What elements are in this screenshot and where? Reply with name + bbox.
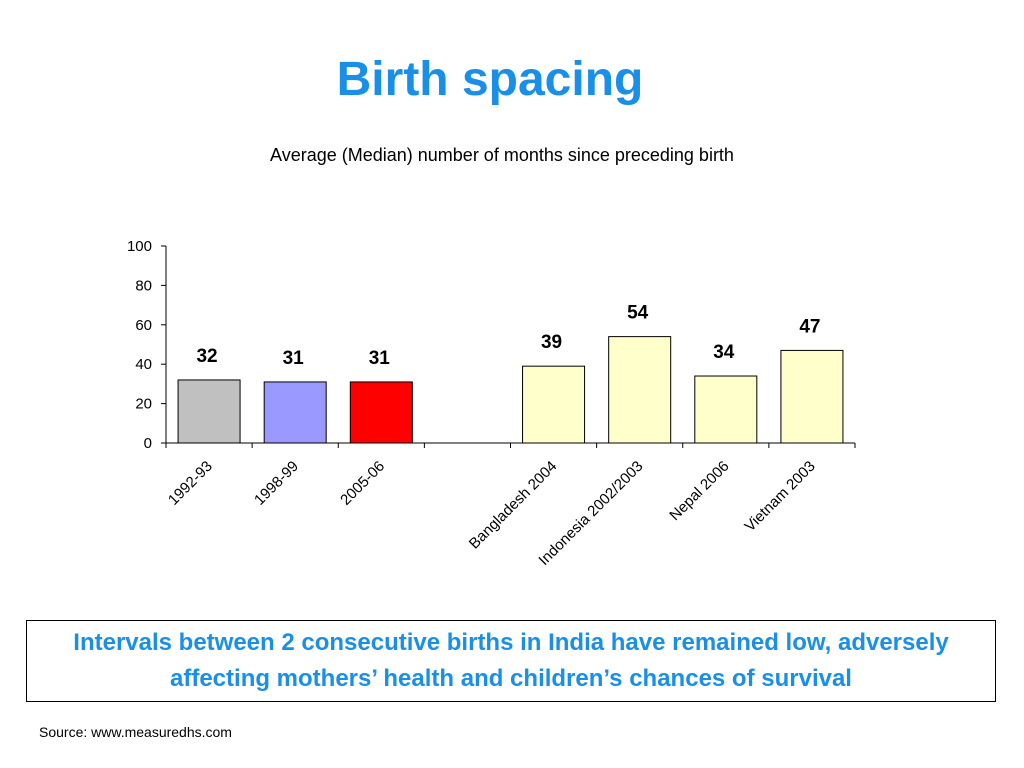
y-tick-label: 80 [135, 277, 152, 294]
y-tick-label: 60 [135, 317, 152, 334]
bar [608, 336, 672, 444]
data-label: 32 [196, 346, 217, 367]
y-tick-label: 20 [135, 396, 152, 413]
y-tick-label: 0 [144, 435, 152, 452]
data-label: 31 [369, 348, 391, 369]
bar-chart: 0 20 40 60 80 100 32 1992-93 31 1998-99 31 2005-06 3… [127, 238, 856, 569]
y-tick-label: 100 [127, 238, 152, 255]
x-tick-label: 1998-99 [251, 458, 302, 509]
source-note: Source: www.measuredhs.com [39, 724, 232, 740]
chart-subtitle: Average (Median) number of months since … [270, 145, 734, 165]
x-tick-label: 2005-06 [337, 458, 388, 509]
y-tick-label: 40 [135, 356, 152, 373]
x-tick-label: Bangladesh 2004 [466, 458, 561, 553]
slide-title: Birth spacing [336, 53, 644, 106]
bar [349, 381, 413, 444]
callout-text: Intervals between 2 consecutive births i… [73, 629, 949, 692]
data-label: 47 [799, 316, 820, 337]
data-label: 34 [713, 342, 735, 363]
data-label: 31 [283, 348, 305, 369]
bar [177, 379, 241, 444]
data-label: 54 [627, 303, 649, 324]
data-label: 39 [541, 332, 562, 353]
x-tick-label: Nepal 2006 [666, 458, 732, 524]
bar [780, 349, 844, 444]
bar [522, 365, 586, 444]
bar [263, 381, 327, 444]
x-tick-label: Vietnam 2003 [741, 458, 818, 535]
callout-box: Intervals between 2 consecutive births i… [26, 620, 996, 702]
bar [694, 375, 758, 444]
x-tick-label: 1992-93 [165, 458, 216, 509]
